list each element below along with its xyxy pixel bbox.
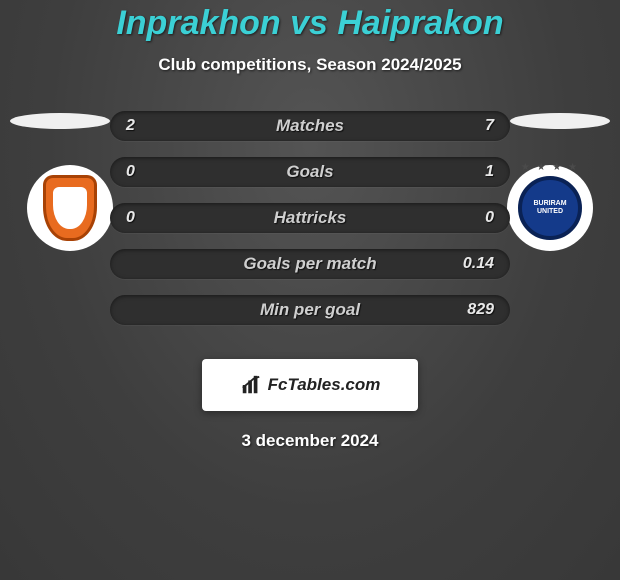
right-club-badge: ★ ★ ★ ★ BURIRAM UNITED xyxy=(507,165,593,251)
left-club-badge xyxy=(27,165,113,251)
stat-right-value: 1 xyxy=(485,163,494,181)
round-crest-icon: BURIRAM UNITED xyxy=(518,176,582,240)
stat-right-value: 7 xyxy=(485,117,494,135)
crest-text: BURIRAM UNITED xyxy=(533,200,566,215)
left-platform xyxy=(10,113,110,129)
brand-text: FcTables.com xyxy=(268,375,381,395)
date-text: 3 december 2024 xyxy=(0,431,620,451)
stat-left-value: 0 xyxy=(126,209,135,227)
page-title: Inprakhon vs Haiprakon xyxy=(0,0,620,43)
crest-line2: UNITED xyxy=(537,208,563,215)
stat-row: Goals per match0.14 xyxy=(110,249,510,279)
chart-icon xyxy=(240,374,262,396)
stat-left-value: 2 xyxy=(126,117,135,135)
stat-label: Min per goal xyxy=(110,300,510,320)
right-platform xyxy=(510,113,610,129)
crest-line1: BURIRAM xyxy=(533,200,566,207)
stat-left-value: 0 xyxy=(126,163,135,181)
shield-icon xyxy=(43,175,97,241)
stat-row: 2Matches7 xyxy=(110,111,510,141)
stat-label: Goals xyxy=(110,162,510,182)
stat-label: Matches xyxy=(110,116,510,136)
stat-right-value: 0.14 xyxy=(463,255,494,273)
stat-row: 0Goals1 xyxy=(110,157,510,187)
stars-icon: ★ ★ ★ ★ xyxy=(518,162,582,173)
shield-inner-icon xyxy=(53,187,87,229)
comparison-stage: ★ ★ ★ ★ BURIRAM UNITED 2Matches70Goals10… xyxy=(0,113,620,353)
stat-right-value: 829 xyxy=(467,301,494,319)
stat-label: Hattricks xyxy=(110,208,510,228)
brand-box[interactable]: FcTables.com xyxy=(202,359,418,411)
stat-label: Goals per match xyxy=(110,254,510,274)
stat-bars: 2Matches70Goals10Hattricks0Goals per mat… xyxy=(110,111,510,341)
stat-right-value: 0 xyxy=(485,209,494,227)
subtitle: Club competitions, Season 2024/2025 xyxy=(0,55,620,75)
stat-row: Min per goal829 xyxy=(110,295,510,325)
stat-row: 0Hattricks0 xyxy=(110,203,510,233)
